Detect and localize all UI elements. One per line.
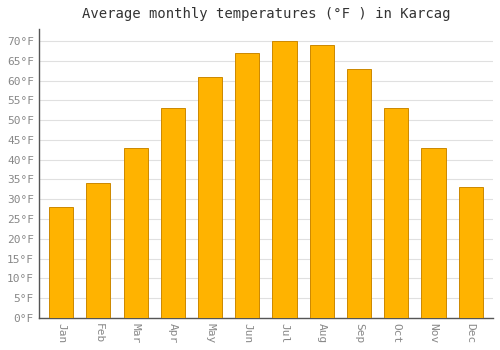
Bar bbox=[310, 45, 334, 318]
Bar bbox=[272, 41, 296, 318]
Title: Average monthly temperatures (°F ) in Karcag: Average monthly temperatures (°F ) in Ka… bbox=[82, 7, 450, 21]
Bar bbox=[384, 108, 408, 318]
Bar bbox=[160, 108, 185, 318]
Bar bbox=[86, 183, 110, 318]
Bar bbox=[347, 69, 371, 318]
Bar bbox=[422, 148, 446, 318]
Bar bbox=[458, 187, 483, 318]
Bar bbox=[198, 77, 222, 318]
Bar bbox=[124, 148, 148, 318]
Bar bbox=[49, 207, 73, 318]
Bar bbox=[235, 53, 260, 318]
